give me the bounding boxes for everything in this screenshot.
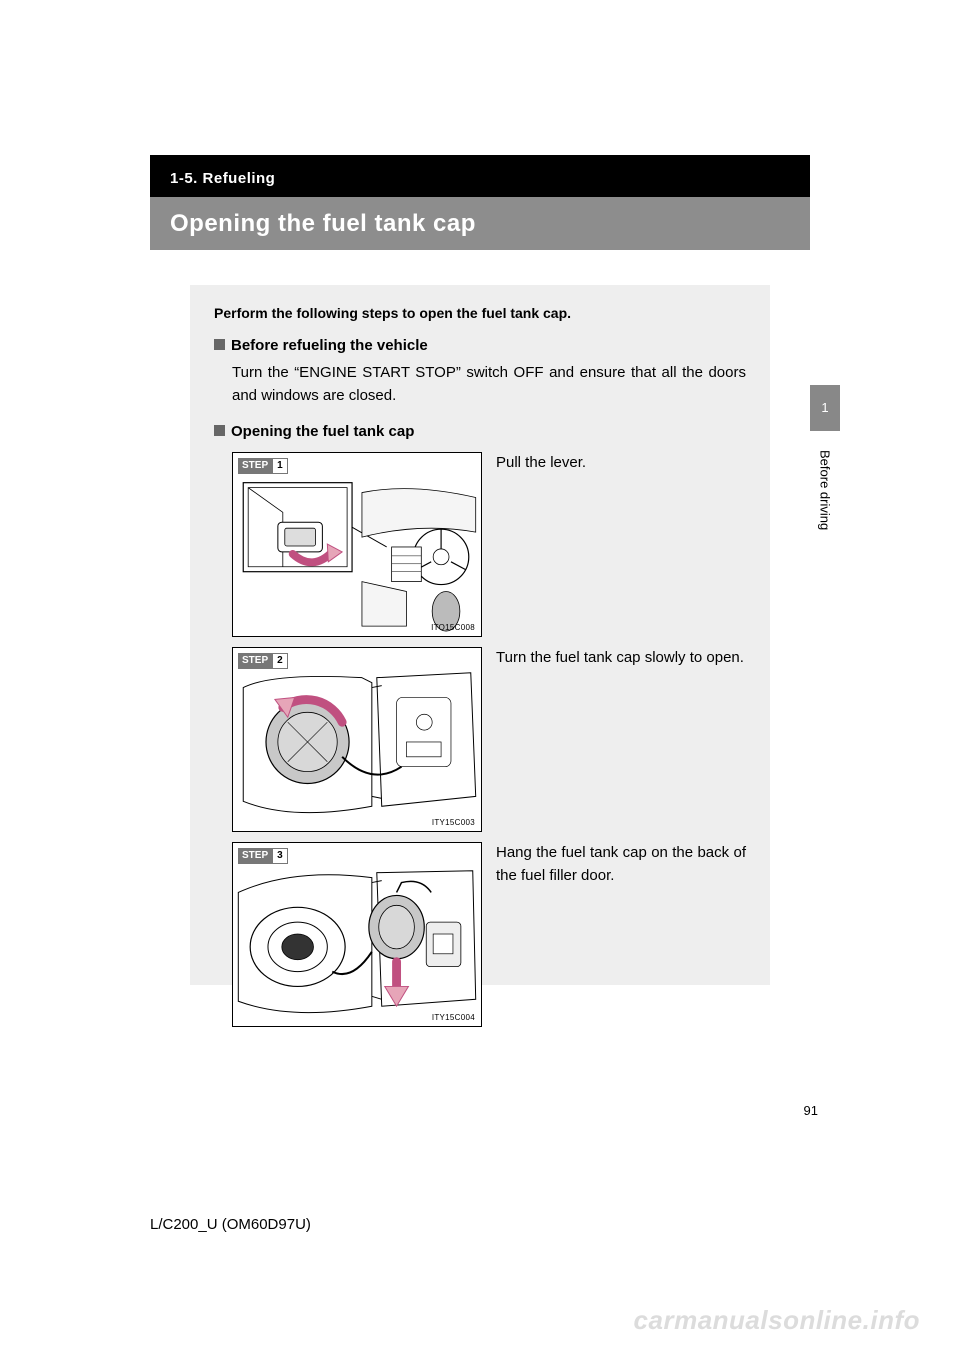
sub-body-text: Turn the “ENGINE START STOP” switch OFF … xyxy=(232,362,746,407)
side-section-label: Before driving xyxy=(810,450,840,533)
page-number: 91 xyxy=(804,1103,818,1118)
step-badge: STEP2 xyxy=(238,653,288,669)
section-tab: 1 xyxy=(810,385,840,431)
sub-heading-text: Opening the fuel tank cap xyxy=(231,423,414,440)
step-badge-label: STEP xyxy=(238,653,272,669)
step-badge: STEP1 xyxy=(238,458,288,474)
step-figure-2: STEP2 ITY15C003 xyxy=(232,647,482,832)
page-title: Opening the fuel tank cap xyxy=(170,210,476,238)
watermark: carmanualsonline.info xyxy=(634,1305,920,1336)
content-box: Perform the following steps to open the … xyxy=(190,285,770,985)
sub-heading: Opening the fuel tank cap xyxy=(214,423,746,440)
step-row: STEP1 ITO15C008 Pull the lever. xyxy=(232,452,746,637)
lever-illustration xyxy=(233,453,481,636)
step-row: STEP3 ITY15C004 Hang the fuel tank cap o… xyxy=(232,842,746,1027)
sub-heading: Before refueling the vehicle xyxy=(214,337,746,354)
step-badge-number: 2 xyxy=(272,653,288,669)
manual-page: 1-5. Refueling Opening the fuel tank cap… xyxy=(0,0,960,1358)
step-text: Hang the fuel tank cap on the back of th… xyxy=(496,842,746,1027)
step-row: STEP2 ITY15C003 Turn the fuel tank cap s… xyxy=(232,647,746,832)
figure-code: ITY15C004 xyxy=(432,1013,475,1022)
section-label: 1-5. Refueling xyxy=(170,170,275,187)
step-badge-number: 1 xyxy=(272,458,288,474)
step-figure-3: STEP3 ITY15C004 xyxy=(232,842,482,1027)
intro-text: Perform the following steps to open the … xyxy=(214,305,746,321)
turn-cap-illustration xyxy=(233,648,481,831)
hang-cap-illustration xyxy=(233,843,481,1026)
step-figure-1: STEP1 ITO15C008 xyxy=(232,452,482,637)
square-bullet-icon xyxy=(214,339,225,350)
figure-code: ITO15C008 xyxy=(431,623,475,632)
side-label-text: Before driving xyxy=(818,450,833,530)
figure-code: ITY15C003 xyxy=(432,818,475,827)
step-badge: STEP3 xyxy=(238,848,288,864)
subsection-opening-cap: Opening the fuel tank cap xyxy=(214,423,746,440)
subsection-before-refueling: Before refueling the vehicle Turn the “E… xyxy=(214,337,746,407)
step-badge-label: STEP xyxy=(238,458,272,474)
square-bullet-icon xyxy=(214,425,225,436)
step-text: Turn the fuel tank cap slowly to open. xyxy=(496,647,746,832)
step-badge-number: 3 xyxy=(272,848,288,864)
step-text: Pull the lever. xyxy=(496,452,746,637)
step-badge-label: STEP xyxy=(238,848,272,864)
document-code: L/C200_U (OM60D97U) xyxy=(150,1216,311,1233)
sub-heading-text: Before refueling the vehicle xyxy=(231,337,428,354)
